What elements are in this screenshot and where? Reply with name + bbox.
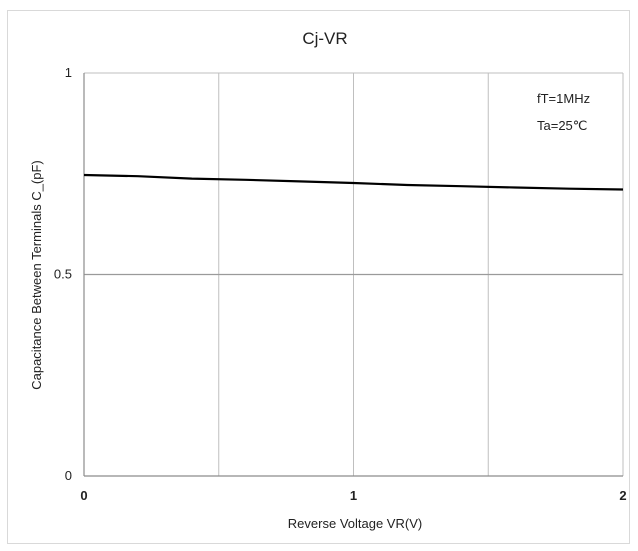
x-axis-label: Reverse Voltage VR(V)	[288, 516, 422, 531]
chart-frame	[7, 10, 630, 544]
series-line-0	[83, 173, 624, 191]
axes	[83, 72, 624, 477]
annotation-temperature: Ta=25℃	[537, 118, 587, 133]
x-tick-label-2: 2	[619, 488, 626, 503]
grid	[84, 73, 623, 476]
x-tick-label-0: 0	[80, 488, 87, 503]
series-group	[83, 173, 624, 191]
chart-title: Cj-VR	[302, 29, 347, 48]
tick-labels: 0 0.5 1 0 1 2	[54, 65, 627, 503]
y-tick-label-0: 0	[65, 468, 72, 483]
y-tick-label-2: 1	[65, 65, 72, 80]
y-axis-label: Capacitance Between Terminals C_(pF)	[29, 160, 44, 390]
annotation-frequency: fT=1MHz	[537, 91, 590, 106]
y-tick-label-1: 0.5	[54, 267, 72, 282]
x-tick-label-1: 1	[350, 488, 357, 503]
